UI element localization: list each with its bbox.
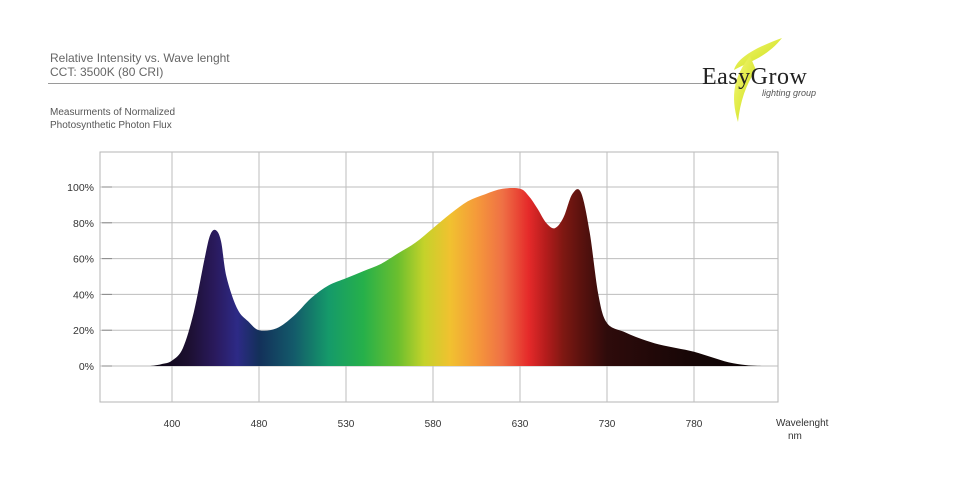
y-tick-labels: 0% 20% 40% 60% 80% 100% — [67, 182, 94, 373]
easygrow-logo: EasyGrow lighting group — [690, 36, 860, 126]
x-tick-label: 580 — [425, 419, 442, 430]
header-divider — [48, 83, 728, 84]
measurement-caption-line1: Measurments of Normalized — [50, 107, 176, 118]
spectrum-area — [150, 188, 764, 366]
x-axis-unit: nm — [788, 431, 802, 442]
x-tick-label: 480 — [251, 419, 268, 430]
y-tick-label: 20% — [73, 325, 94, 337]
measurement-caption-line2: Photosynthetic Photon Flux — [50, 120, 172, 131]
x-tick-label: 400 — [164, 419, 181, 430]
x-tick-label: 630 — [512, 419, 529, 430]
x-tick-label: 530 — [338, 419, 355, 430]
y-tick-label: 40% — [73, 289, 94, 301]
chart-subtitle: CCT: 3500K (80 CRI) — [50, 65, 164, 79]
y-tick-label: 0% — [79, 361, 94, 373]
y-tick-label: 80% — [73, 218, 94, 230]
y-tick-label: 60% — [73, 254, 94, 266]
x-tick-label: 780 — [686, 419, 703, 430]
logo-name: EasyGrow — [702, 64, 808, 90]
x-axis-label: Wavelenght — [776, 418, 829, 429]
y-tick-label: 100% — [67, 182, 94, 194]
spectrum-series — [150, 188, 764, 366]
x-tick-label: 730 — [599, 419, 616, 430]
logo-tagline: lighting group — [762, 88, 817, 98]
x-tick-labels: 400 480 530 580 630 730 780 — [164, 419, 703, 430]
chart-title: Relative Intensity vs. Wave lenght — [50, 51, 230, 65]
plot-frame — [99, 151, 779, 403]
plot-border — [99, 151, 779, 403]
leaf-swoosh-icon — [734, 38, 782, 122]
